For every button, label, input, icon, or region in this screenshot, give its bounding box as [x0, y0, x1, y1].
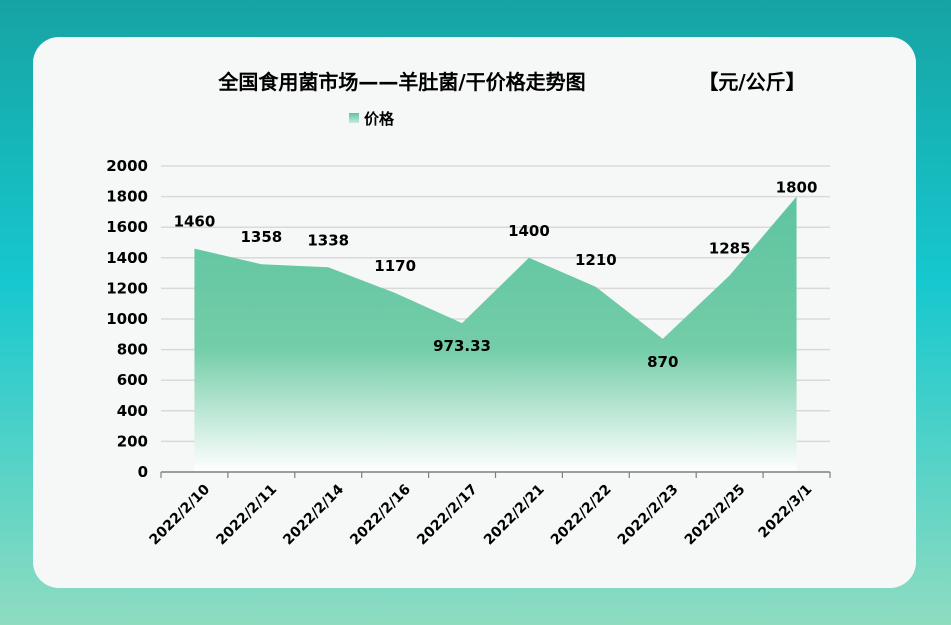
y-tick-label: 400 — [117, 402, 148, 420]
y-tick-label: 1000 — [106, 310, 148, 328]
x-tick-label: 2022/2/23 — [615, 482, 682, 549]
legend-swatch — [349, 113, 359, 123]
y-tick-label: 1800 — [106, 188, 148, 206]
data-label: 1170 — [374, 257, 416, 275]
y-tick-label: 2000 — [106, 157, 148, 175]
data-label: 1210 — [575, 251, 617, 269]
y-tick-label: 0 — [138, 463, 148, 481]
data-label: 870 — [647, 353, 678, 371]
x-tick-label: 2022/2/22 — [548, 482, 615, 549]
y-tick-label: 1200 — [106, 279, 148, 297]
data-label: 1285 — [709, 239, 751, 257]
data-label: 1800 — [776, 179, 818, 197]
x-tick-label: 2022/3/1 — [755, 482, 815, 542]
y-tick-label: 200 — [117, 432, 148, 450]
chart-title: 全国食用菌市场——羊肚菌/干价格走势图 — [217, 70, 585, 94]
x-tick-label: 2022/2/11 — [213, 482, 280, 549]
x-tick-label: 2022/2/17 — [414, 482, 481, 549]
x-tick-label: 2022/2/25 — [682, 482, 749, 549]
x-tick-label: 2022/2/14 — [280, 481, 347, 548]
data-label: 973.33 — [433, 337, 491, 355]
y-tick-label: 800 — [117, 341, 148, 359]
chart-unit: 【元/公斤】 — [698, 70, 805, 94]
y-tick-label: 1400 — [106, 249, 148, 267]
data-label: 1460 — [174, 213, 216, 231]
x-tick-label: 2022/2/16 — [347, 482, 414, 549]
price-area — [194, 196, 797, 472]
legend-label: 价格 — [364, 110, 395, 128]
x-tick-label: 2022/2/10 — [147, 481, 214, 548]
data-label: 1358 — [240, 228, 282, 246]
y-tick-label: 1600 — [106, 218, 148, 236]
data-label: 1338 — [307, 231, 349, 249]
x-tick-label: 2022/2/21 — [481, 482, 548, 549]
y-tick-label: 600 — [117, 371, 148, 389]
data-label: 1400 — [508, 222, 550, 240]
